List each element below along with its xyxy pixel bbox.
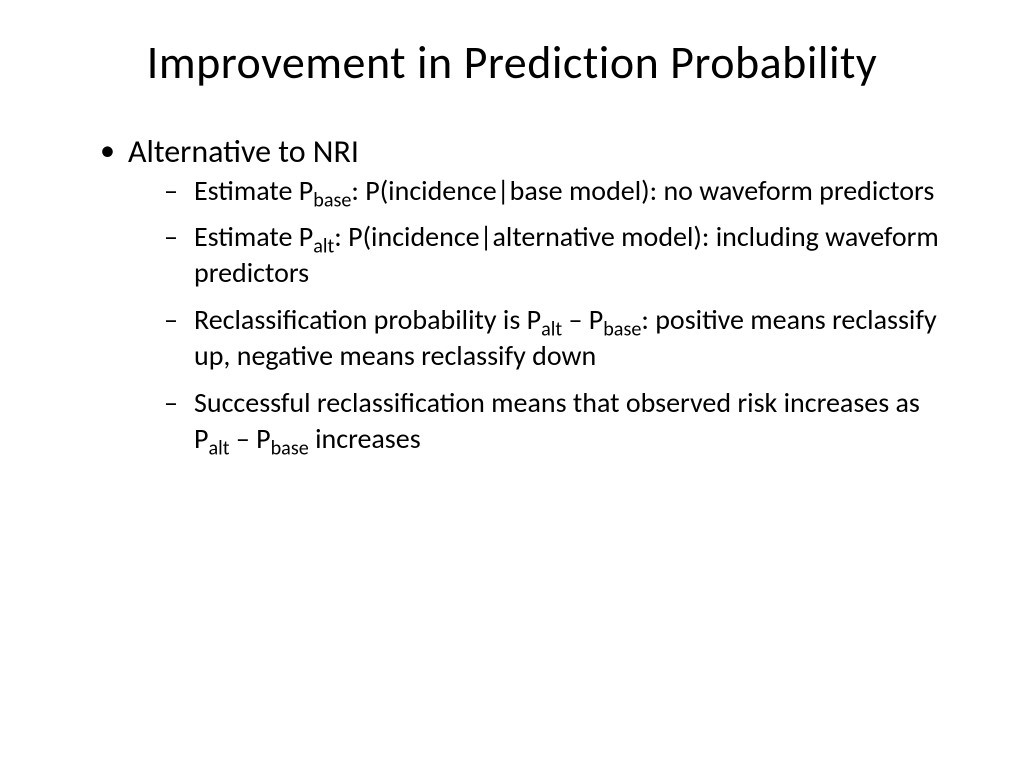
subscript-text: alt (313, 235, 334, 259)
bullet-text: – P (230, 421, 271, 456)
bullet-text: increases (309, 421, 421, 456)
bullet-level1: Alternative to NRI Estimate Pbase: P(inc… (100, 131, 954, 457)
subscript-text: base (603, 317, 641, 341)
slide-container: Improvement in Prediction Probability Al… (0, 0, 1024, 768)
bullet-text: : P(incidence|base model): no waveform p… (351, 173, 934, 208)
bullet-level2: Successful reclassification means that o… (164, 385, 954, 458)
bullet-list-level1: Alternative to NRI Estimate Pbase: P(inc… (100, 131, 954, 457)
bullet-text: Estimate P (194, 219, 313, 254)
subscript-text: alt (208, 437, 229, 461)
bullet-level2: Reclassification probability is Palt – P… (164, 302, 954, 375)
bullet-text: Estimate P (194, 173, 313, 208)
bullet-text: Reclassification probability is P (194, 302, 541, 337)
slide-content: Alternative to NRI Estimate Pbase: P(inc… (70, 131, 954, 457)
bullet-level2: Estimate Pbase: P(incidence|base model):… (164, 173, 954, 209)
slide-title: Improvement in Prediction Probability (70, 35, 954, 91)
subscript-text: base (313, 188, 351, 212)
bullet-level2: Estimate Palt: P(incidence|alternative m… (164, 219, 954, 292)
bullet-text: – P (562, 302, 603, 337)
subscript-text: base (271, 437, 309, 461)
bullet-text: Alternative to NRI (128, 132, 359, 171)
bullet-list-level2: Estimate Pbase: P(incidence|base model):… (128, 173, 954, 458)
